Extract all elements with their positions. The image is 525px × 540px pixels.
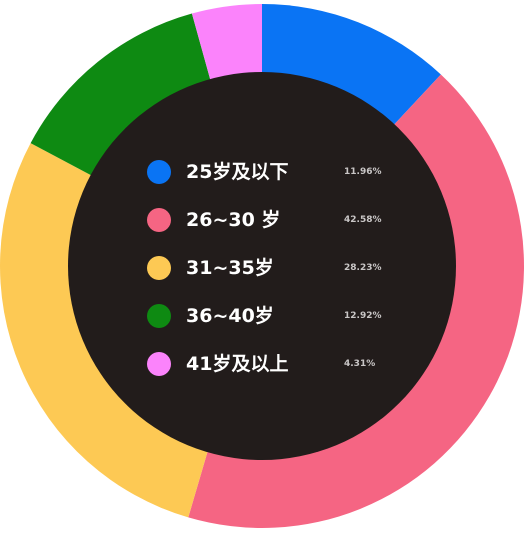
legend-value: 28.23% — [344, 263, 382, 273]
legend-swatch — [147, 352, 171, 376]
legend-value: 11.96% — [344, 167, 382, 177]
legend-label: 26~30 岁 — [186, 209, 281, 231]
legend-value: 42.58% — [344, 215, 382, 225]
legend-value: 4.31% — [344, 359, 376, 369]
legend-swatch — [147, 160, 171, 184]
legend-swatch — [147, 256, 171, 280]
legend-label: 31~35岁 — [186, 257, 274, 279]
legend-swatch — [147, 208, 171, 232]
legend-label: 36~40岁 — [186, 305, 274, 327]
legend-label: 25岁及以下 — [186, 161, 289, 183]
legend-label: 41岁及以上 — [186, 353, 289, 375]
legend-value: 12.92% — [344, 311, 382, 321]
legend-swatch — [147, 304, 171, 328]
